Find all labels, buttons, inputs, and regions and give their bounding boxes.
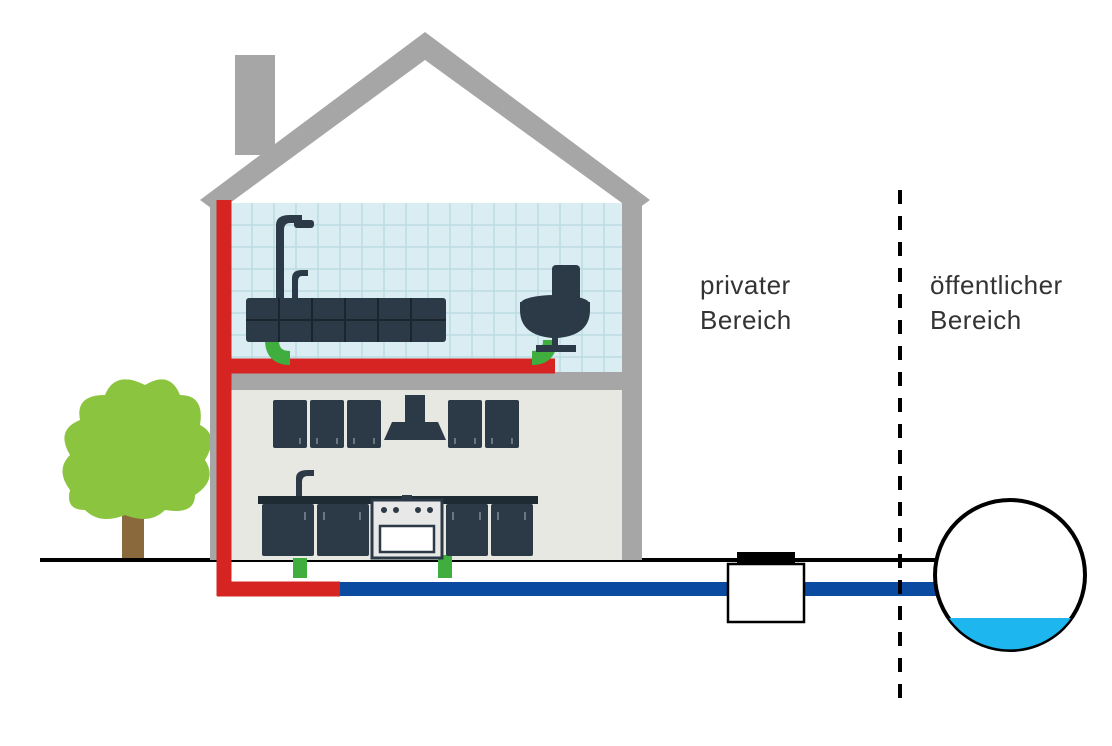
sewer-main-icon xyxy=(935,500,1085,650)
tree-icon xyxy=(63,379,212,560)
private-area-label: privater Bereich xyxy=(700,268,792,338)
inspection-box-icon xyxy=(728,552,804,622)
private-line2: Bereich xyxy=(700,305,792,335)
private-line1: privater xyxy=(700,270,791,300)
public-area-label: öffentlicher Bereich xyxy=(930,268,1063,338)
public-line2: Bereich xyxy=(930,305,1022,335)
public-line1: öffentlicher xyxy=(930,270,1063,300)
diagram-svg xyxy=(0,0,1112,746)
diagram-stage: privater Bereich öffentlicher Bereich xyxy=(0,0,1112,746)
